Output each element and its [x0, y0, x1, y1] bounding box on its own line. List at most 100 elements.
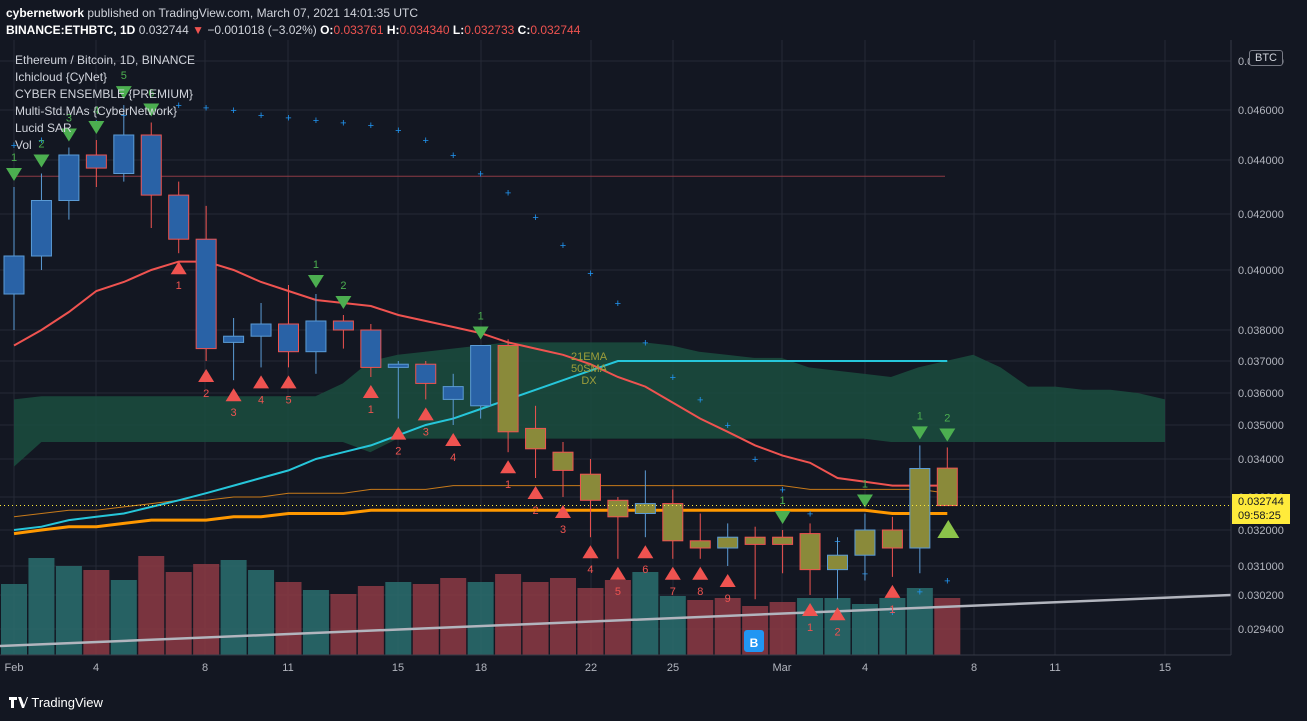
- sar-dot: +: [230, 105, 236, 117]
- volume-bar: [412, 584, 439, 655]
- sar-dot: +: [779, 484, 785, 496]
- author-name[interactable]: cybernetwork: [6, 6, 85, 20]
- signal-count-label: 3: [560, 524, 566, 536]
- signal-count-label: 1: [862, 479, 868, 491]
- candle-body: [3, 255, 25, 295]
- buy-signal-triangle: [280, 375, 297, 389]
- change-value: −0.001018 (−3.02%): [207, 23, 317, 37]
- sar-dot: +: [532, 212, 538, 224]
- candle-body: [799, 533, 821, 571]
- volume-bar: [495, 574, 522, 655]
- x-tick-label: Mar: [773, 662, 792, 674]
- price-chart[interactable]: +++++++++++++++++++++++++++++++++++12345…: [0, 40, 1307, 686]
- sar-dot: +: [395, 125, 401, 137]
- sar-dot: +: [340, 118, 346, 130]
- x-tick-label: 11: [282, 662, 293, 674]
- candle-body: [470, 345, 492, 407]
- x-tick-label: 18: [475, 662, 487, 674]
- legend-title[interactable]: Ethereum / Bitcoin, 1D, BINANCE: [15, 53, 196, 67]
- candle-body: [662, 503, 684, 542]
- candle-body: [195, 238, 217, 350]
- sell-signal-triangle: [6, 168, 22, 181]
- sar-dot: +: [697, 394, 703, 406]
- close-label: C:: [517, 23, 531, 37]
- candle-body: [854, 529, 876, 556]
- signal-count-label: 5: [285, 394, 291, 406]
- signal-count-label: 4: [258, 394, 264, 406]
- ma-label: 50SMA: [571, 363, 608, 375]
- legend-item-cyber-ensemble[interactable]: CYBER ENSEMBLE {PREMIUM}: [15, 87, 194, 101]
- sell-signal-triangle: [911, 426, 928, 440]
- buy-signal-triangle: [253, 375, 270, 389]
- buy-signal-triangle: [692, 566, 709, 580]
- buy-signal-triangle: [225, 388, 242, 402]
- signal-count-label: 1: [11, 152, 17, 164]
- low-value: 0.032733: [464, 23, 515, 37]
- sar-dot: +: [944, 576, 950, 588]
- x-tick-label: 15: [1159, 662, 1171, 674]
- buy-signal-triangle: [664, 566, 681, 580]
- sma50-line: [13, 508, 948, 536]
- high-value: 0.034340: [399, 23, 450, 37]
- buy-signal-triangle: [527, 486, 544, 499]
- candle-body: [552, 451, 574, 471]
- legend-item-vol[interactable]: Vol: [15, 138, 32, 152]
- plot-area: +++++++++++++++++++++++++++++++++++12345…: [0, 40, 1284, 674]
- candle-body: [607, 499, 629, 518]
- sell-signal-triangle: [143, 103, 160, 117]
- volume-bar: [659, 596, 686, 655]
- x-tick-label: 8: [202, 662, 208, 674]
- candle-body: [936, 467, 958, 507]
- candle-body: [497, 345, 519, 433]
- sell-signal-triangle: [335, 296, 352, 309]
- volume-bar: [687, 600, 714, 655]
- sar-dot: +: [368, 120, 374, 132]
- symbol-label[interactable]: BINANCE:ETHBTC, 1D: [6, 23, 136, 37]
- volume-bar: [193, 564, 220, 655]
- signal-count-label: 2: [834, 626, 840, 638]
- volume-bar: [110, 580, 137, 655]
- sar-dot: +: [560, 240, 566, 252]
- tradingview-logo[interactable]: TradingView: [8, 695, 103, 710]
- sar-dot: +: [175, 100, 181, 112]
- trend-line: [0, 593, 1232, 648]
- sar-dot: +: [615, 298, 621, 310]
- brand-name: TradingView: [31, 695, 103, 710]
- x-tick-label: Feb: [5, 662, 24, 674]
- tradingview-icon: [9, 697, 28, 708]
- buy-signal-triangle: [362, 385, 379, 398]
- volume-bar: [632, 572, 659, 655]
- buy-signal-triangle: [829, 607, 846, 621]
- volume-bar: [714, 598, 741, 655]
- sar-dot: +: [450, 150, 456, 162]
- signal-count-label: 5: [615, 586, 621, 598]
- b-marker-label: B: [750, 636, 759, 650]
- candle-body: [442, 386, 464, 400]
- signal-count-label: 3: [66, 113, 72, 125]
- buy-signal-triangle: [555, 505, 571, 518]
- sell-signal-triangle: [939, 428, 956, 442]
- candle-body: [525, 427, 547, 450]
- y-tick-label: 0.036000: [1238, 388, 1284, 400]
- sar-dot: +: [917, 586, 923, 598]
- x-tick-label: 11: [1049, 662, 1060, 674]
- y-tick-label: 0.031000: [1238, 561, 1284, 573]
- candle-body: [58, 154, 80, 201]
- sar-dot: +: [423, 135, 429, 147]
- signal-count-label: 6: [642, 564, 648, 576]
- candle-body: [415, 363, 437, 384]
- sar-dot: +: [285, 113, 291, 125]
- legend-item-ichicloud[interactable]: Ichicloud {CyNet}: [15, 70, 108, 84]
- candle-body: [305, 320, 327, 353]
- candle-body: [85, 154, 107, 169]
- candle-body: [278, 323, 299, 353]
- y-tick-label: 0.034000: [1238, 454, 1284, 466]
- y-tick-label: 0.029400: [1238, 624, 1284, 636]
- currency-badge[interactable]: BTC: [1249, 50, 1283, 66]
- signal-count-label: 1: [478, 311, 484, 323]
- signal-count-label: 1: [889, 604, 895, 616]
- legend-item-lucid-sar[interactable]: Lucid SAR: [15, 121, 72, 135]
- y-tick-label: 0.038000: [1238, 325, 1284, 337]
- legend-item-multi-mas[interactable]: Multi-Std.MAs {CyberNetwork}: [15, 104, 178, 118]
- sar-dot: +: [807, 509, 813, 521]
